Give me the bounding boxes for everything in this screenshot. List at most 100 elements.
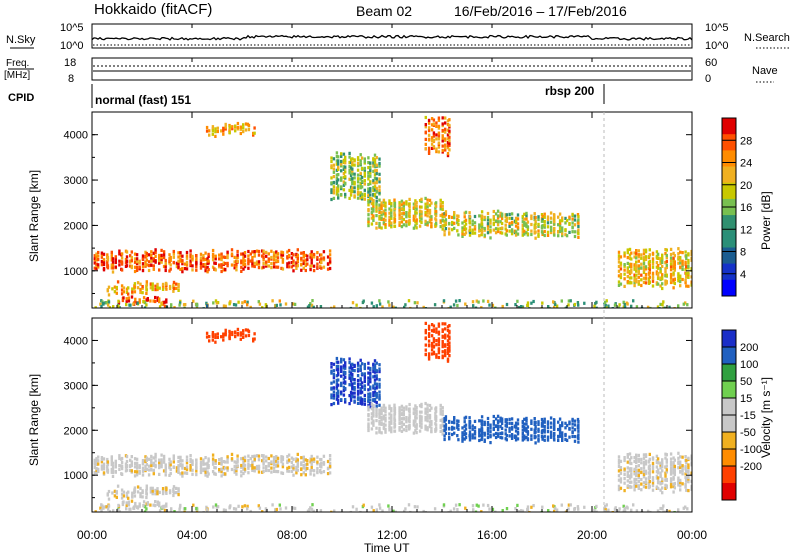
velocity-cell: [617, 461, 621, 465]
power-cell: [464, 218, 468, 222]
velocity-cell: [630, 472, 633, 476]
power-cell: [564, 228, 567, 232]
power-cell: [189, 255, 192, 259]
power-cell: [617, 274, 621, 278]
velocity-cell: [185, 468, 189, 472]
power-cell: [104, 301, 107, 305]
velocity-cell: [292, 457, 295, 461]
power-cell: [363, 174, 366, 178]
power-cell: [214, 254, 217, 258]
power-colorbar-segment: [722, 247, 736, 265]
velocity-cell: [100, 508, 103, 512]
power-cell: [231, 127, 234, 131]
velocity-cell: [375, 407, 378, 411]
velocity-cell: [149, 503, 152, 507]
velocity-cell: [679, 484, 682, 488]
power-cell: [380, 201, 383, 205]
power-cell: [120, 292, 124, 296]
power-cell: [500, 216, 504, 221]
velocity-cell: [141, 469, 145, 473]
velocity-cell: [111, 461, 115, 465]
power-cell: [243, 259, 247, 263]
velocity-cell: [378, 422, 381, 426]
velocity-cell: [569, 503, 572, 507]
power-cell: [669, 259, 673, 263]
power-cell: [356, 156, 360, 160]
power-cell: [661, 303, 664, 307]
power-cell: [681, 264, 684, 268]
velocity-cell: [381, 509, 384, 512]
power-cell: [120, 262, 124, 266]
power-cell: [243, 263, 247, 267]
power-cell: [617, 283, 621, 287]
power-cell: [125, 290, 129, 294]
power-cell: [463, 211, 466, 215]
power-cell: [471, 228, 474, 232]
velocity-cell: [344, 366, 347, 370]
power-cell: [451, 228, 454, 232]
velocity-cell: [439, 409, 442, 413]
velocity-cell: [128, 507, 131, 511]
velocity-cell: [662, 510, 665, 512]
power-cell: [100, 304, 103, 308]
power-cell: [382, 209, 386, 213]
power-cell: [384, 208, 387, 212]
velocity-cell: [489, 433, 492, 437]
velocity-cell: [605, 510, 608, 512]
velocity-cell: [378, 411, 381, 415]
velocity-cell: [623, 481, 626, 485]
velocity-cell: [424, 424, 427, 428]
velocity-cell: [275, 463, 278, 467]
power-cell: [444, 148, 447, 152]
power-cell: [473, 225, 477, 229]
power-cell: [375, 202, 378, 206]
power-cell: [483, 233, 486, 237]
power-cell: [189, 253, 192, 257]
velocity-cell: [340, 365, 343, 369]
velocity-cell: [127, 500, 131, 504]
velocity-cell: [216, 505, 220, 509]
power-cell: [637, 259, 640, 263]
velocity-cell: [681, 466, 684, 470]
velocity-cell: [441, 340, 444, 344]
power-cell: [378, 224, 381, 228]
power-cell: [430, 146, 434, 150]
power-cell: [100, 259, 104, 264]
velocity-cell: [337, 394, 340, 398]
power-cell: [337, 186, 340, 190]
power-cell: [508, 221, 511, 225]
power-cell: [555, 304, 559, 308]
power-cell: [295, 252, 298, 256]
power-cell: [684, 267, 687, 272]
velocity-cell: [496, 414, 500, 418]
power-cell: [408, 205, 411, 209]
power-cell: [617, 250, 621, 254]
velocity-cell: [251, 463, 254, 467]
velocity-cell: [486, 435, 490, 440]
power-cell: [549, 211, 553, 215]
velocity-cell: [257, 458, 261, 462]
power-cell: [437, 150, 441, 154]
power-cell: [372, 185, 375, 190]
velocity-cell: [432, 328, 436, 332]
velocity-cell: [457, 427, 460, 431]
velocity-cell: [661, 491, 664, 495]
power-cell: [106, 260, 109, 264]
velocity-cell: [316, 470, 319, 474]
power-cell: [292, 269, 295, 273]
power-cell: [464, 227, 468, 231]
velocity-cell: [205, 335, 209, 339]
power-cell: [169, 267, 172, 271]
power-cell: [690, 283, 692, 287]
velocity-cell: [133, 461, 137, 465]
power-cell: [546, 221, 550, 225]
power-cell: [158, 286, 161, 290]
power-cell: [330, 306, 333, 308]
velocity-cell: [145, 492, 148, 496]
power-cell: [659, 284, 662, 288]
velocity-cell: [424, 401, 427, 406]
velocity-cell: [384, 423, 387, 427]
velocity-cell: [651, 476, 655, 480]
velocity-cell: [451, 420, 454, 424]
power-cell: [651, 279, 655, 283]
